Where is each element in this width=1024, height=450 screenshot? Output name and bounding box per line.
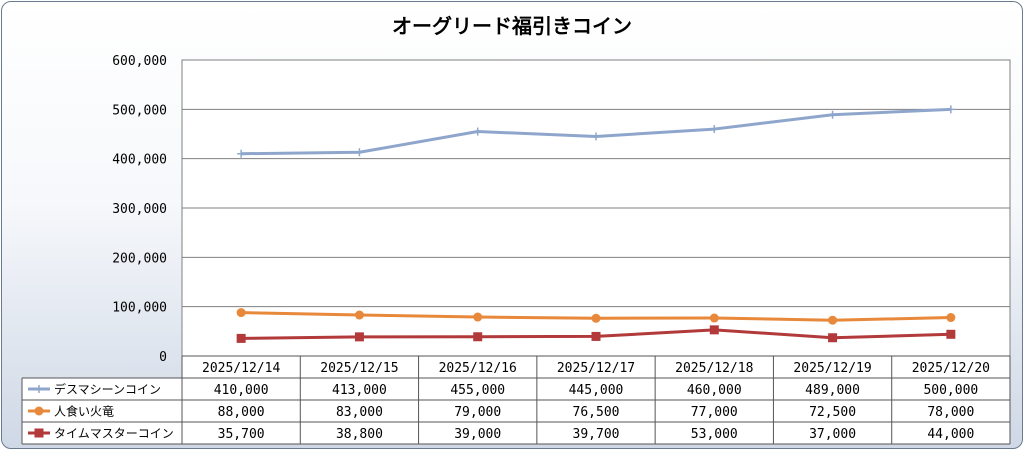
y-tick-label: 200,000 bbox=[112, 251, 167, 266]
data-point bbox=[828, 315, 838, 325]
data-point bbox=[591, 313, 601, 323]
data-table-value: 79,000 bbox=[454, 405, 501, 420]
data-point bbox=[237, 149, 246, 158]
data-point bbox=[354, 310, 364, 320]
legend-series-name: 人食い火竜 bbox=[54, 404, 114, 419]
x-category-label: 2025/12/19 bbox=[793, 361, 871, 376]
x-category-label: 2025/12/20 bbox=[912, 361, 990, 376]
y-tick-label: 400,000 bbox=[112, 153, 167, 168]
data-table-value: 44,000 bbox=[927, 427, 974, 442]
data-table-value: 455,000 bbox=[450, 383, 505, 398]
data-table-value: 39,700 bbox=[573, 427, 620, 442]
data-point bbox=[828, 333, 838, 343]
data-table-value: 38,800 bbox=[336, 427, 383, 442]
data-table-value: 413,000 bbox=[332, 383, 387, 398]
data-table-value: 83,000 bbox=[336, 405, 383, 420]
gridlines bbox=[182, 108, 1010, 308]
y-tick-label: 0 bbox=[159, 350, 167, 365]
data-point bbox=[828, 110, 837, 119]
legend-key-marker bbox=[34, 428, 44, 438]
data-table-value: 410,000 bbox=[214, 383, 269, 398]
y-tick-label: 500,000 bbox=[112, 103, 167, 118]
legend-key-marker bbox=[34, 406, 44, 416]
legend-key-marker bbox=[35, 385, 43, 393]
data-table-value: 53,000 bbox=[691, 427, 738, 442]
y-tick-label: 600,000 bbox=[112, 54, 167, 69]
data-point bbox=[592, 132, 600, 141]
data-point bbox=[709, 313, 719, 323]
data-point bbox=[946, 313, 956, 323]
data-point bbox=[946, 329, 956, 339]
data-point bbox=[946, 105, 955, 114]
x-category-label: 2025/12/15 bbox=[320, 361, 398, 376]
y-axis-ticks: 0 100,000 200,000 300,000 400,000 500,000 600,… bbox=[112, 54, 167, 365]
data-table-value: 500,000 bbox=[923, 383, 978, 398]
data-point bbox=[473, 312, 483, 322]
data-point bbox=[354, 332, 364, 342]
data-point bbox=[236, 333, 246, 343]
data-table-value: 39,000 bbox=[454, 427, 501, 442]
data-point bbox=[709, 325, 719, 335]
data-point bbox=[473, 332, 483, 342]
y-tick-label: 300,000 bbox=[112, 202, 167, 217]
legend-series-name: タイムマスターコイン bbox=[54, 427, 174, 441]
data-point bbox=[355, 148, 364, 157]
data-table-value: 78,000 bbox=[927, 405, 974, 420]
series-lines bbox=[236, 105, 956, 343]
data-point bbox=[473, 127, 482, 136]
data-table-value: 76,500 bbox=[573, 405, 620, 420]
data-point bbox=[710, 125, 719, 134]
data-table-value: 72,500 bbox=[809, 405, 856, 420]
x-category-label: 2025/12/18 bbox=[675, 361, 753, 376]
x-category-label: 2025/12/17 bbox=[557, 361, 635, 376]
data-table-value: 35,700 bbox=[218, 427, 265, 442]
x-category-label: 2025/12/16 bbox=[439, 361, 517, 376]
data-table-value: 460,000 bbox=[687, 383, 742, 398]
data-table-value: 445,000 bbox=[569, 383, 624, 398]
data-point bbox=[236, 308, 246, 318]
x-category-label: 2025/12/14 bbox=[202, 361, 280, 376]
data-table-value: 77,000 bbox=[691, 405, 738, 420]
data-table-value: 88,000 bbox=[218, 405, 265, 420]
data-table-value: 489,000 bbox=[805, 383, 860, 398]
data-point bbox=[591, 331, 601, 341]
legend-series-name: デスマシーンコイン bbox=[54, 382, 161, 397]
data-table-value: 37,000 bbox=[809, 427, 856, 442]
chart-title: オーグリード福引きコイン bbox=[392, 14, 632, 38]
y-tick-label: 100,000 bbox=[112, 301, 167, 316]
data-table: 2025/12/14 2025/12/15 2025/12/16 2025/12/17… bbox=[21, 355, 1011, 445]
